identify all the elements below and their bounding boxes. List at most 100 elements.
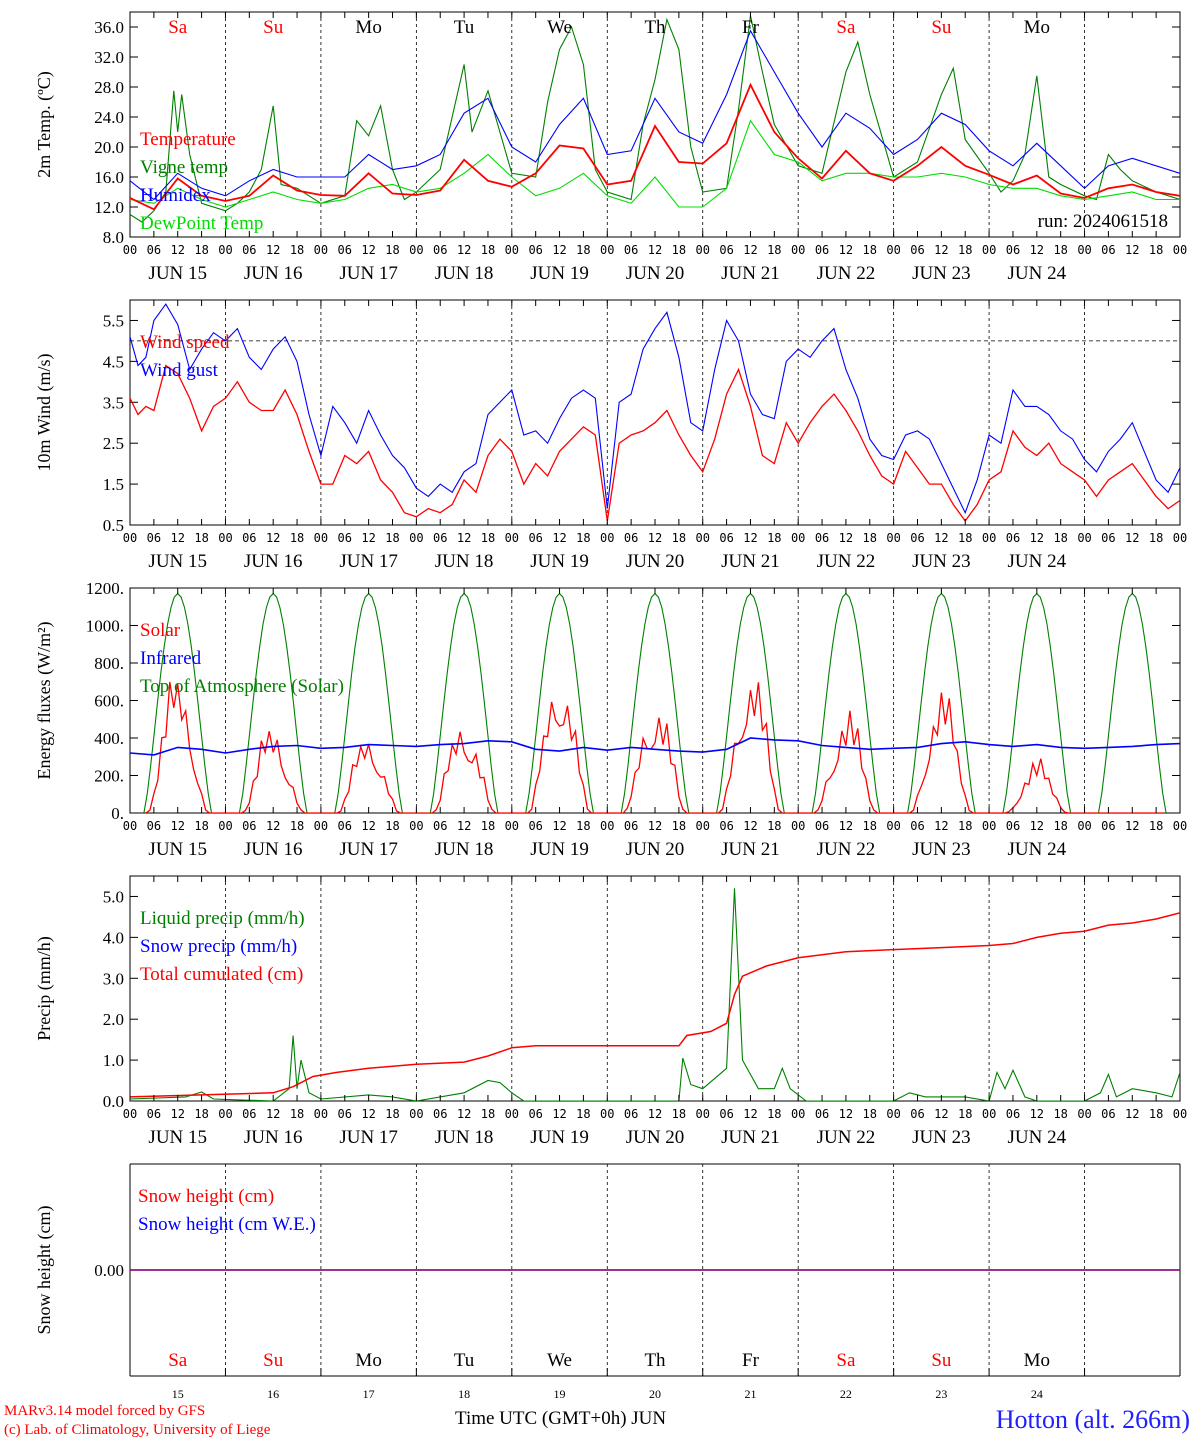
x-hour-label: 18 [767, 819, 781, 833]
x-hour-label: 00 [218, 819, 232, 833]
x-hour-label: 00 [982, 531, 996, 545]
x-hour-label: 12 [552, 243, 566, 257]
x-date-label: JUN 20 [626, 1127, 685, 1148]
x-hour-label: 00 [696, 1107, 710, 1121]
x-hour-label: 00 [982, 819, 996, 833]
x-hour-label: 18 [481, 819, 495, 833]
x-hour-label: 06 [910, 1107, 924, 1121]
x-hour-label: 06 [433, 1107, 447, 1121]
x-hour-label: 06 [242, 1107, 256, 1121]
x-hour-label: 18 [672, 531, 686, 545]
x-date-label: JUN 23 [912, 839, 971, 860]
x-hour-label: 00 [886, 243, 900, 257]
x-hour-label: 06 [1006, 531, 1020, 545]
x-hour-label: 06 [1006, 243, 1020, 257]
x-hour-label: 18 [576, 819, 590, 833]
x-hour-label: 12 [266, 243, 280, 257]
x-hour-label: 12 [934, 531, 948, 545]
y-axis-label: Energy fluxes (W/m²) [34, 621, 55, 779]
x-hour-label: 18 [194, 1107, 208, 1121]
x-date-label: JUN 16 [244, 263, 303, 284]
series-line-vigne-temp [130, 15, 1180, 223]
legend-entry: Total cumulated (cm) [140, 964, 303, 985]
x-hour-label: 06 [338, 531, 352, 545]
x-hour-label: 00 [791, 819, 805, 833]
x-hour-label: 00 [314, 243, 328, 257]
y-axis-label: Precip (mm/h) [34, 936, 55, 1040]
x-date-label: JUN 23 [912, 551, 971, 572]
x-hour-label: 00 [982, 243, 996, 257]
x-hour-label: 06 [719, 819, 733, 833]
x-hour-label: 18 [194, 531, 208, 545]
x-hour-label: 18 [290, 243, 304, 257]
x-date-label: JUN 24 [1008, 551, 1067, 572]
series-line-dewpoint-temp [130, 119, 1180, 208]
y-tick-label: 12.0 [94, 198, 124, 217]
weekday-label: Th [644, 1350, 666, 1371]
y-axis-label: 2m Temp. (ºC) [34, 71, 55, 177]
legend-entry: Wind gust [140, 360, 219, 381]
x-date-label: JUN 19 [530, 263, 589, 284]
legend-entry: Top of Atmosphere (Solar) [140, 676, 344, 697]
x-hour-label: 06 [1006, 1107, 1020, 1121]
weekday-label: Tu [454, 1350, 475, 1371]
legend-entry: Snow height (cm) [138, 1186, 274, 1207]
y-tick-label: 0.0 [103, 1092, 124, 1111]
x-date-label: JUN 19 [530, 839, 589, 860]
y-axis-label: 10m Wind (m/s) [34, 354, 55, 472]
x-date-label: JUN 22 [817, 839, 876, 860]
series-line-liquid-precip [130, 888, 1180, 1101]
x-hour-label: 06 [433, 531, 447, 545]
x-hour-label: 00 [314, 531, 328, 545]
x-date-label: JUN 20 [626, 263, 685, 284]
x-hour-label: 18 [1053, 243, 1067, 257]
x-hour-label: 18 [481, 1107, 495, 1121]
x-hour-label: 12 [266, 1107, 280, 1121]
x-date-label: JUN 24 [1008, 1127, 1067, 1148]
x-hour-label: 00 [886, 819, 900, 833]
x-hour-label: 12 [361, 243, 375, 257]
x-hour-label: 00 [123, 243, 137, 257]
day-number-label: 17 [363, 1387, 375, 1401]
x-hour-label: 06 [624, 819, 638, 833]
y-tick-label: 3.0 [103, 969, 124, 988]
x-hour-label: 06 [338, 1107, 352, 1121]
x-hour-label: 18 [385, 1107, 399, 1121]
day-number-label: 18 [458, 1387, 470, 1401]
x-hour-label: 12 [1030, 819, 1044, 833]
weekday-label: Mo [355, 1350, 381, 1371]
x-hour-label: 06 [528, 1107, 542, 1121]
weekday-label: Fr [742, 17, 760, 38]
x-hour-label: 06 [815, 243, 829, 257]
x-date-label: JUN 21 [721, 263, 780, 284]
x-hour-label: 06 [815, 819, 829, 833]
x-hour-label: 00 [218, 1107, 232, 1121]
x-hour-label: 12 [934, 243, 948, 257]
x-date-label: JUN 19 [530, 551, 589, 572]
x-hour-label: 18 [958, 243, 972, 257]
x-date-label: JUN 18 [435, 1127, 494, 1148]
x-hour-label: 18 [672, 1107, 686, 1121]
x-hour-label: 06 [528, 243, 542, 257]
y-tick-label: 16.0 [94, 168, 124, 187]
day-number-label: 21 [744, 1387, 756, 1401]
legend-entry: Infrared [140, 648, 202, 669]
series-line-total-cumulated [130, 912, 1180, 1098]
x-date-label: JUN 20 [626, 839, 685, 860]
x-hour-label: 00 [409, 1107, 423, 1121]
x-hour-label: 18 [1053, 819, 1067, 833]
x-date-label: JUN 16 [244, 839, 303, 860]
x-hour-label: 18 [1149, 819, 1163, 833]
legend-entry: Humidex [140, 185, 211, 206]
x-hour-label: 00 [696, 243, 710, 257]
y-tick-label: 8.0 [103, 228, 124, 247]
legend-entry: DewPoint Temp [140, 213, 263, 234]
x-hour-label: 06 [1101, 243, 1115, 257]
legend-entry: Temperature [140, 129, 236, 150]
series-line-wind-speed [130, 364, 1180, 523]
x-hour-label: 12 [1030, 1107, 1044, 1121]
x-hour-label: 12 [1125, 531, 1139, 545]
x-hour-label: 00 [600, 1107, 614, 1121]
x-date-label: JUN 23 [912, 263, 971, 284]
y-tick-label: 3.5 [103, 393, 124, 412]
